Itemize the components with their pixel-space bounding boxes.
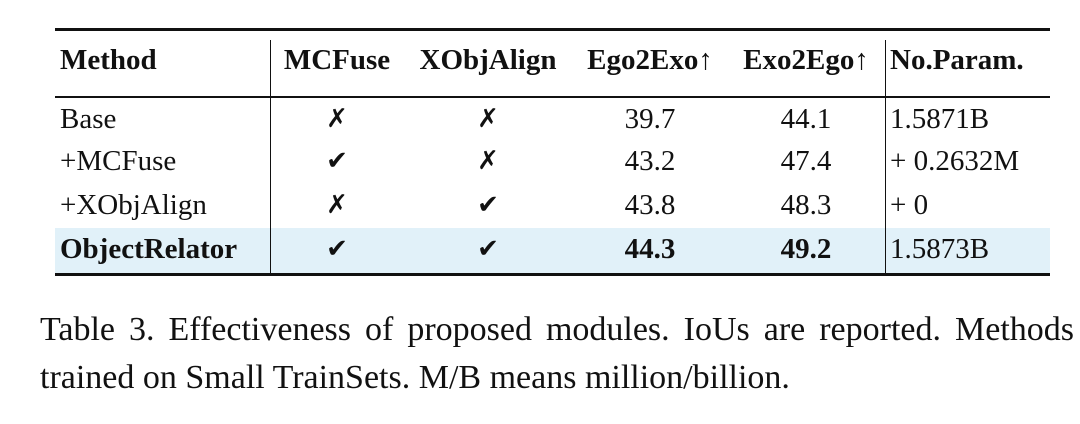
- method-cell: +MCFuse: [60, 145, 177, 177]
- table-cell: ✔: [326, 146, 348, 176]
- table-cell: ✗: [477, 104, 499, 134]
- table-cell: ✗: [326, 190, 348, 220]
- table-cell: 47.4: [780, 145, 832, 177]
- table-cell: + 0: [890, 189, 929, 221]
- table-cell: ✗: [477, 146, 499, 176]
- method-cell: +XObjAlign: [60, 189, 207, 221]
- table-cell: 1.5871B: [890, 103, 990, 135]
- table-cell: ✔: [477, 234, 499, 264]
- table-cell: 48.3: [780, 189, 832, 221]
- column-divider: [270, 40, 272, 273]
- header-cell: Ego2Exo↑: [587, 44, 713, 76]
- method-cell: Base: [60, 103, 117, 135]
- top-rule: [55, 28, 1050, 31]
- table-cell: ✔: [326, 234, 348, 264]
- bottom-rule: [55, 273, 1050, 276]
- caption: Table 3. Effectiveness of proposed modul…: [40, 311, 1074, 396]
- table-cell: 1.5873B: [890, 233, 990, 265]
- header-cell: Exo2Ego↑: [743, 44, 869, 76]
- table-cell: 39.7: [624, 103, 676, 135]
- method-cell: ObjectRelator: [60, 233, 238, 265]
- table-cell: 43.8: [624, 189, 676, 221]
- table-cell: + 0.2632M: [890, 145, 1020, 177]
- column-divider: [885, 40, 887, 273]
- header-cell: XObjAlign: [419, 44, 557, 76]
- mid-rule: [55, 96, 1050, 98]
- highlight-row: [55, 228, 1050, 273]
- table-cell: 43.2: [624, 145, 676, 177]
- table-cell: ✗: [326, 104, 348, 134]
- table-cell: 44.3: [624, 233, 676, 265]
- table-cell: 44.1: [780, 103, 832, 135]
- table-cell: ✔: [477, 190, 499, 220]
- header-cell: MCFuse: [283, 44, 391, 76]
- header-cell: No.Param.: [890, 44, 1024, 76]
- header-cell: Method: [60, 44, 157, 76]
- table-cell: 49.2: [780, 233, 832, 265]
